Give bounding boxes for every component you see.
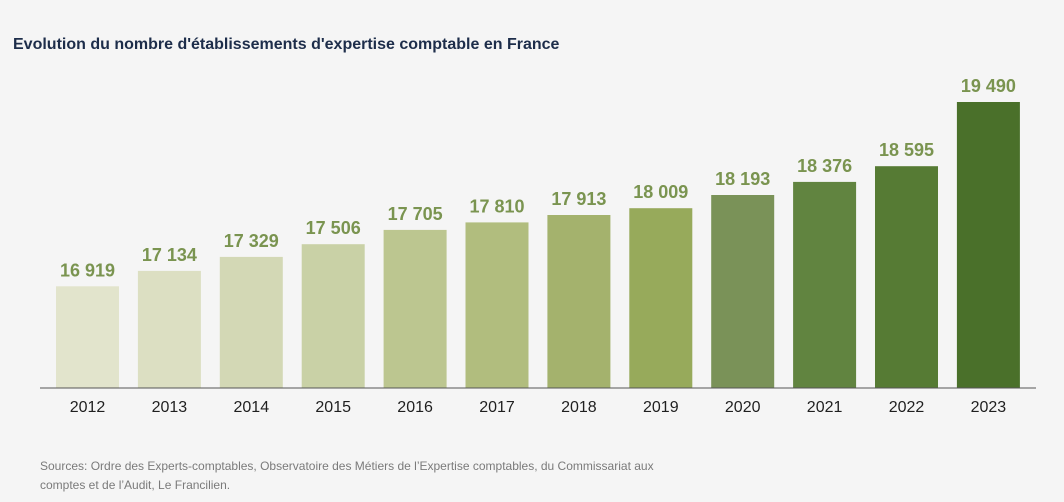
bar-2015	[301, 244, 365, 388]
x-tick-label-2014: 2014	[234, 399, 270, 416]
bar-2020	[711, 195, 775, 388]
bar-2012	[56, 286, 119, 388]
bar-2019	[629, 208, 693, 388]
x-tick-label-2019: 2019	[643, 399, 679, 416]
x-tick-label-2021: 2021	[807, 399, 843, 416]
bar-chart: 16 919 17 134 17 329 17 506 17 705 17 810 17 9…	[40, 76, 1036, 416]
x-tick-label-2015: 2015	[315, 399, 351, 416]
x-tick-labels-layer: 2012 2013 2014 2015 2016 2017 2018 2019 2020 2021…	[70, 399, 1007, 416]
value-label-2012: 16 919	[60, 260, 115, 280]
value-label-2013: 17 134	[142, 245, 197, 265]
bars-layer	[56, 102, 1020, 388]
x-tick-label-2016: 2016	[397, 399, 433, 416]
source-note: Sources: Ordre des Experts-comptables, O…	[40, 459, 654, 492]
value-label-2023: 19 490	[961, 76, 1016, 96]
value-label-2014: 17 329	[224, 231, 279, 251]
bar-2023	[956, 102, 1020, 388]
x-tick-label-2023: 2023	[971, 399, 1007, 416]
x-tick-label-2013: 2013	[152, 399, 188, 416]
bar-2018	[547, 215, 611, 388]
value-label-2016: 17 705	[388, 204, 443, 224]
x-tick-label-2012: 2012	[70, 399, 106, 416]
bar-2013	[137, 270, 201, 388]
x-tick-label-2018: 2018	[561, 399, 597, 416]
chart-title: Evolution du nombre d'établissements d'e…	[13, 36, 560, 53]
bar-2022	[875, 166, 938, 388]
bar-2017	[465, 222, 529, 388]
value-label-2015: 17 506	[306, 218, 361, 238]
value-label-2022: 18 595	[879, 140, 934, 160]
value-label-2021: 18 376	[797, 156, 852, 176]
value-label-2017: 17 810	[469, 196, 524, 216]
value-label-2018: 17 913	[551, 189, 606, 209]
value-labels-layer: 16 919 17 134 17 329 17 506 17 705 17 810 17 9…	[60, 76, 1016, 280]
value-label-2020: 18 193	[715, 169, 770, 189]
x-tick-label-2020: 2020	[725, 399, 761, 416]
x-tick-label-2022: 2022	[889, 399, 925, 416]
bar-2021	[793, 181, 857, 388]
value-label-2019: 18 009	[633, 182, 688, 202]
bar-2016	[383, 229, 447, 388]
x-tick-label-2017: 2017	[479, 399, 515, 416]
bar-2014	[219, 256, 283, 388]
